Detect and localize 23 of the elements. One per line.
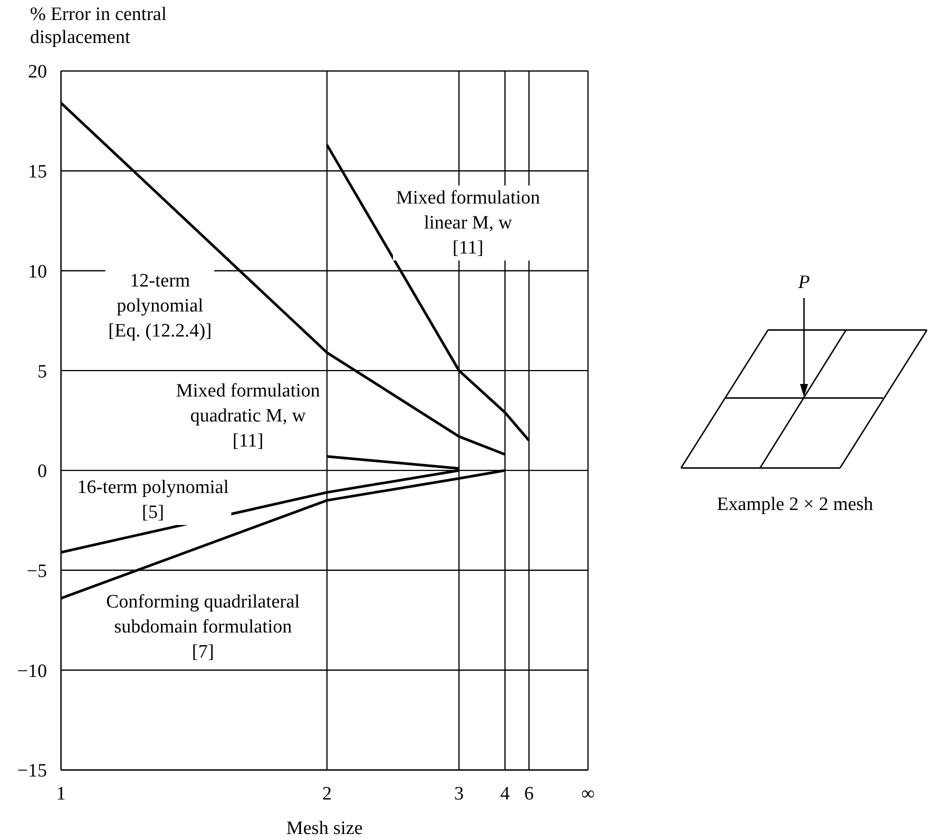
y-tick-label: −15: [17, 760, 47, 782]
x-tick-label: 4: [500, 783, 510, 804]
text: Example 2 × 2 mesh: [716, 494, 874, 516]
series-label: 12-term polynomial [Eq. (12.2.4)]: [108, 268, 212, 344]
series-label: Conforming quadrilateral subdomain formulation [7]: [106, 590, 300, 664]
x-tick-label: 2: [322, 783, 332, 804]
y-axis-title: % Error in central displacement: [30, 3, 168, 49]
x-tick-label: 6: [524, 783, 534, 804]
y-tick-label: 10: [28, 261, 47, 282]
series-label: Mixed formulation quadratic M, w [11]: [176, 378, 320, 454]
series-label: Mixed formulation linear M, w [11]: [396, 186, 540, 260]
text: P: [798, 272, 810, 294]
x-tick-label: 3: [454, 783, 464, 804]
x-tick-label: ∞: [581, 783, 595, 804]
y-tick-label: 0: [38, 461, 47, 482]
y-tick-label: 20: [28, 62, 47, 83]
y-tick-label: −5: [26, 561, 47, 582]
x-axis-title: Mesh size: [286, 818, 363, 839]
y-tick-label: 5: [38, 361, 47, 382]
y-tick-label: 15: [28, 162, 47, 183]
y-tick-label: −10: [17, 660, 47, 682]
x-tick-label: 1: [56, 783, 66, 804]
series-label: 16-term polynomial [5]: [77, 475, 229, 525]
